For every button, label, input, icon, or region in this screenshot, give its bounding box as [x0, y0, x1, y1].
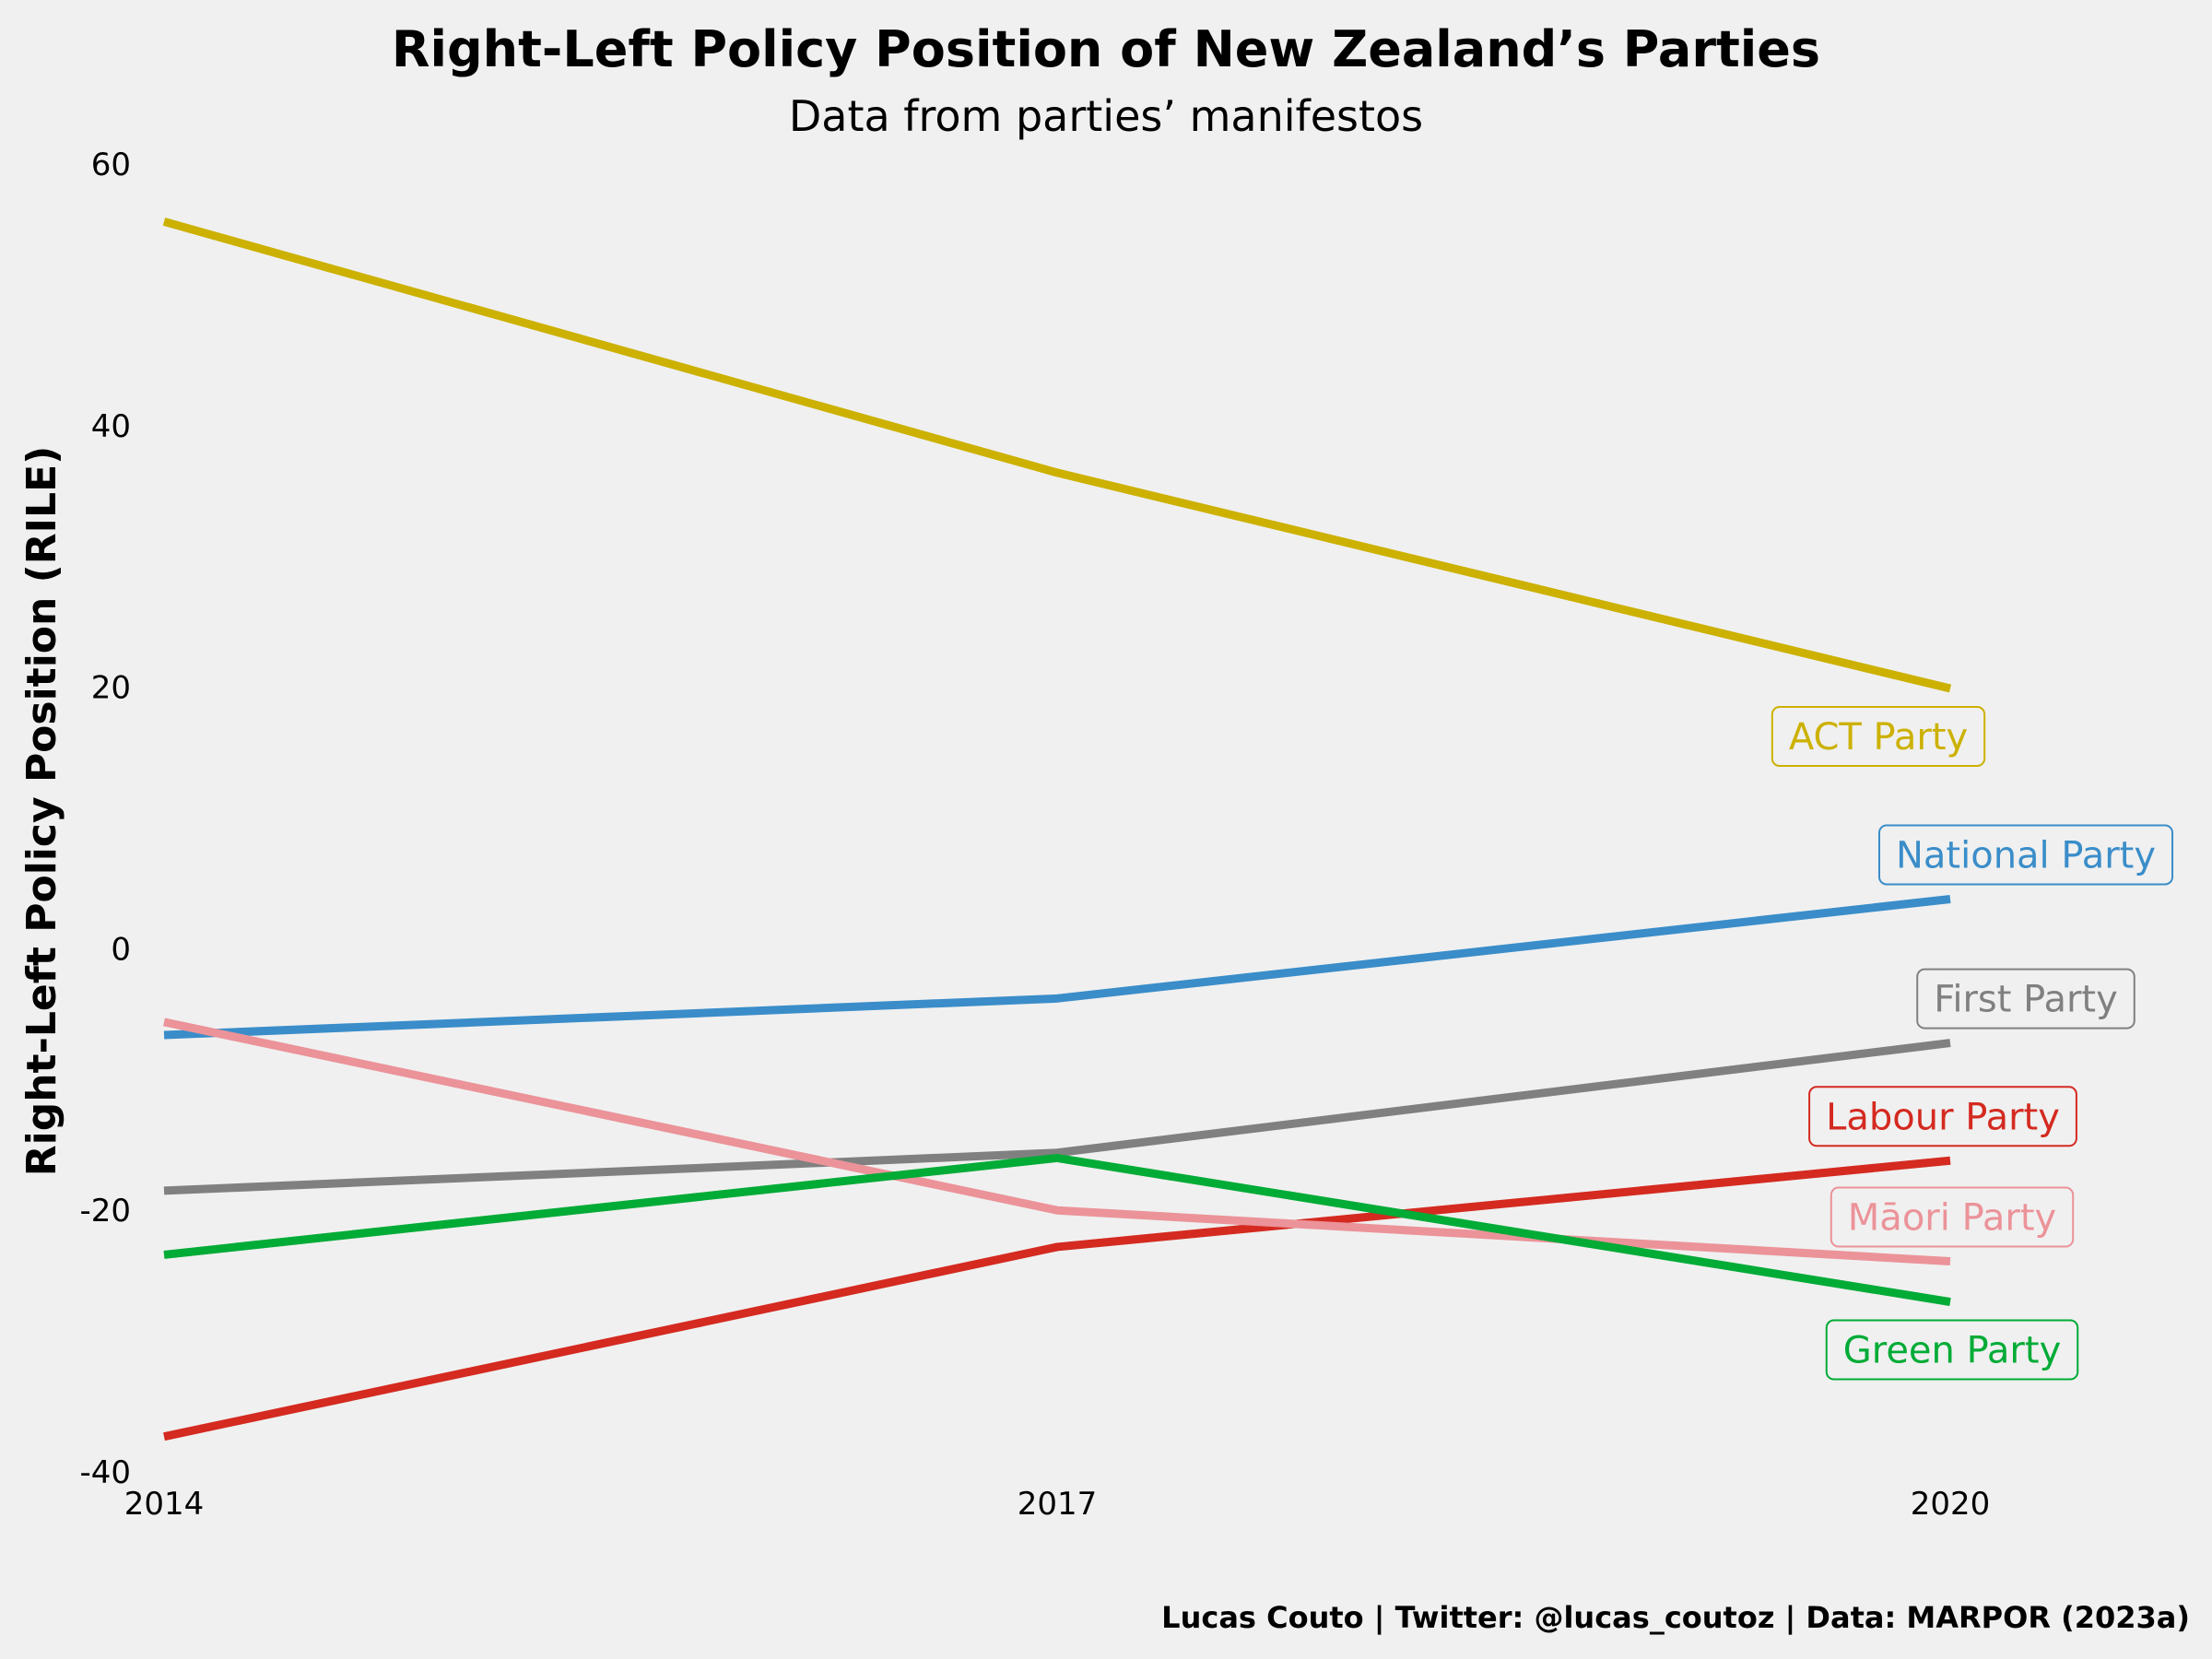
x-tick-label: 2014 [124, 1486, 205, 1523]
y-axis-label: Right-Left Policy Position (RILE) [18, 446, 65, 1176]
series-line-act-party [162, 218, 1952, 693]
y-tick-label: -40 [79, 1454, 131, 1491]
series-label-text: Labour Party [1826, 1096, 2060, 1138]
series-label-box [1808, 1086, 2077, 1147]
x-axis-ticks: 2014 2017 2020 [124, 1486, 1991, 1523]
series-label-national-party: National Party [1877, 824, 2174, 886]
series-label-box [1877, 824, 2174, 886]
series-label-first-party: First Party [1916, 968, 2136, 1030]
series-label-box [1825, 1319, 2079, 1381]
series-label-box [1771, 706, 1986, 768]
series-label-green-party: Green Party [1825, 1319, 2079, 1381]
series-label-maori-party: Māori Party [1830, 1186, 2075, 1248]
series-lines [162, 218, 1952, 1441]
series-labels: ACT Party National Party First Party Labour… [1771, 706, 2174, 1381]
y-tick-label: -20 [79, 1193, 131, 1230]
series-label-act-party: ACT Party [1771, 706, 1986, 768]
x-tick-label: 2020 [1911, 1486, 1991, 1523]
y-tick-label: 20 [91, 670, 131, 707]
series-label-text: ACT Party [1789, 716, 1968, 759]
series-line-first-party [163, 1039, 1951, 1195]
series-label-text: Māori Party [1848, 1197, 2056, 1240]
y-tick-label: 0 [111, 931, 131, 968]
series-line-maori-party [163, 1018, 1951, 1266]
series-label-text: Green Party [1843, 1330, 2061, 1372]
series-label-labour-party: Labour Party [1808, 1086, 2077, 1147]
y-axis-ticks: 60 40 20 0 -20 -40 [79, 147, 131, 1491]
series-label-box [1916, 968, 2136, 1030]
chart-title: Right-Left Policy Position of New Zealan… [392, 20, 1820, 78]
chart-caption: Lucas Couto | Twitter: @lucas_coutoz | D… [1161, 1600, 2190, 1636]
series-label-text: National Party [1896, 834, 2156, 877]
series-line-labour-party [163, 1156, 1951, 1441]
series-line-national-party [163, 895, 1951, 1040]
y-tick-label: 60 [91, 147, 131, 183]
y-tick-label: 40 [91, 408, 131, 445]
series-label-text: First Party [1934, 979, 2118, 1021]
x-tick-label: 2017 [1018, 1486, 1098, 1523]
chart-subtitle: Data from parties’ manifestos [789, 91, 1423, 141]
series-line-green-party [163, 1153, 1951, 1306]
series-label-box [1830, 1186, 2075, 1248]
